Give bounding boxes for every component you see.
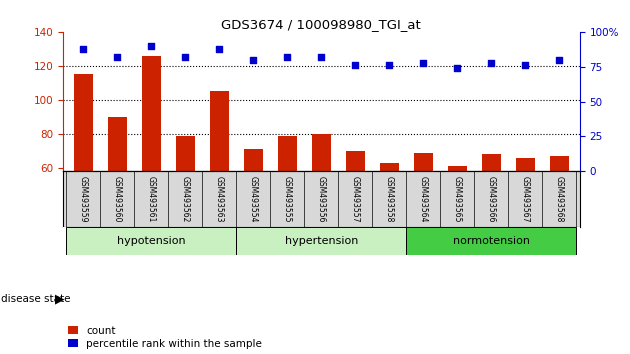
Text: GSM493554: GSM493554 <box>249 176 258 222</box>
Bar <box>142 56 161 270</box>
Text: disease state: disease state <box>1 294 71 304</box>
Bar <box>108 117 127 270</box>
Bar <box>176 136 195 270</box>
Text: GSM493566: GSM493566 <box>487 176 496 222</box>
Text: GSM493555: GSM493555 <box>283 176 292 222</box>
Point <box>180 54 190 60</box>
Point <box>384 62 394 68</box>
Text: GSM493562: GSM493562 <box>181 176 190 222</box>
Point <box>282 54 292 60</box>
Text: GSM493556: GSM493556 <box>317 176 326 222</box>
Legend: count, percentile rank within the sample: count, percentile rank within the sample <box>68 326 262 349</box>
Text: GSM493568: GSM493568 <box>554 176 564 222</box>
Bar <box>66 227 236 255</box>
Point <box>554 57 564 63</box>
Point <box>78 46 88 51</box>
Title: GDS3674 / 100098980_TGI_at: GDS3674 / 100098980_TGI_at <box>221 18 421 31</box>
Bar <box>516 158 535 270</box>
Point <box>418 60 428 65</box>
Bar <box>236 227 406 255</box>
Bar <box>406 227 576 255</box>
Text: GSM493557: GSM493557 <box>351 176 360 222</box>
Text: GSM493567: GSM493567 <box>521 176 530 222</box>
Text: GSM493558: GSM493558 <box>385 176 394 222</box>
Text: GSM493565: GSM493565 <box>453 176 462 222</box>
Text: ▶: ▶ <box>55 293 64 306</box>
Text: normotension: normotension <box>453 236 530 246</box>
Point <box>112 54 122 60</box>
Point <box>520 62 530 68</box>
Text: hypertension: hypertension <box>285 236 358 246</box>
Text: GSM493564: GSM493564 <box>419 176 428 222</box>
Bar <box>244 149 263 270</box>
Point <box>452 65 462 71</box>
Bar <box>482 154 501 270</box>
Point <box>486 60 496 65</box>
Text: GSM493559: GSM493559 <box>79 176 88 222</box>
Point <box>350 62 360 68</box>
Text: hypotension: hypotension <box>117 236 186 246</box>
Bar <box>312 134 331 270</box>
Text: GSM493563: GSM493563 <box>215 176 224 222</box>
Bar <box>74 74 93 270</box>
Bar <box>414 153 433 270</box>
Bar <box>380 163 399 270</box>
Point <box>214 46 224 51</box>
Bar <box>210 91 229 270</box>
Bar <box>278 136 297 270</box>
Bar <box>346 151 365 270</box>
Point <box>316 54 326 60</box>
Bar <box>448 166 467 270</box>
Text: GSM493560: GSM493560 <box>113 176 122 222</box>
Text: GSM493561: GSM493561 <box>147 176 156 222</box>
Point <box>248 57 258 63</box>
Bar <box>550 156 568 270</box>
Point <box>146 43 156 48</box>
